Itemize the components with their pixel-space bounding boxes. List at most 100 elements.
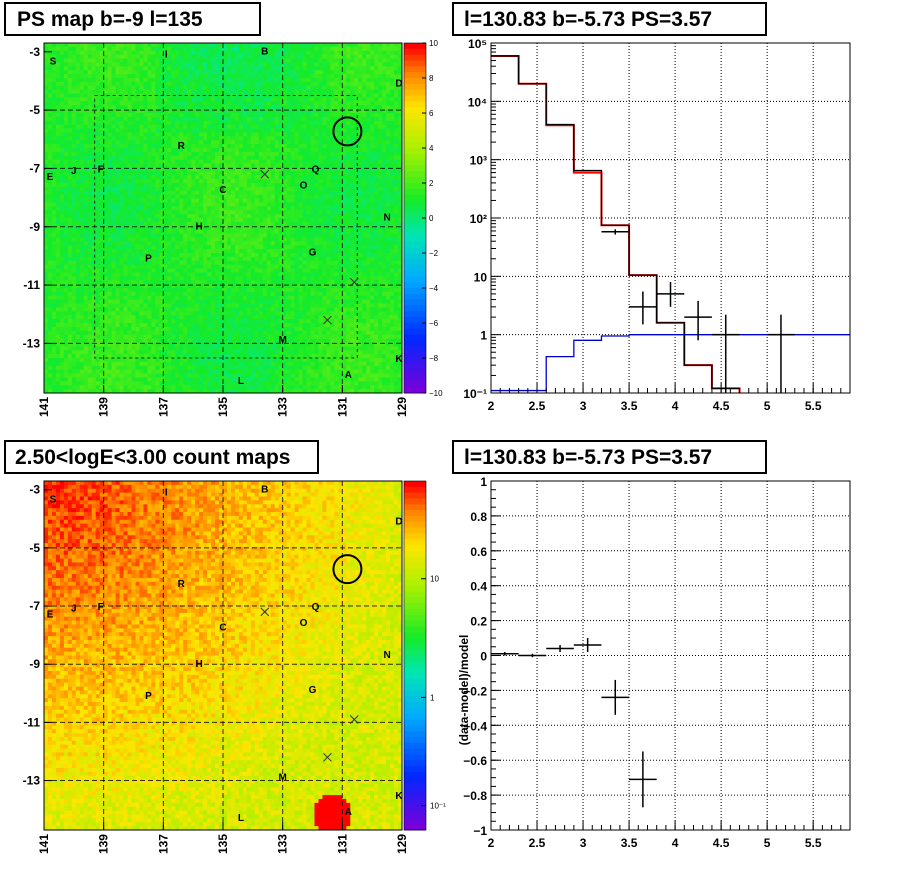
source-label: O xyxy=(300,181,308,192)
y-tick-label: -3 xyxy=(29,483,40,497)
colorbar-swatch xyxy=(404,346,426,353)
colorbar-swatch xyxy=(404,293,426,301)
colorbar-swatch xyxy=(404,60,426,67)
y-tick-label: −0.8 xyxy=(463,789,487,803)
y-tick-label: 10² xyxy=(470,212,487,226)
source-label: P xyxy=(145,691,152,702)
x-tick-label: 139 xyxy=(97,834,111,854)
x-tick-label: 5.5 xyxy=(805,836,822,850)
source-label: N xyxy=(383,650,390,661)
spectrum-plot: 2 2.5 3 3.5 4 4.5 5 5.5 10⁵ 10⁴ 10³ 10² 10 1 10⁻¹ xyxy=(463,37,851,413)
y-tick-label: -13 xyxy=(23,774,41,788)
colorbar-swatch xyxy=(404,200,426,207)
colorbar-swatch xyxy=(404,177,426,184)
colorbar-swatch xyxy=(404,760,426,767)
cross-marker xyxy=(323,315,332,325)
colorbar-label: 8 xyxy=(429,74,434,83)
map-pixels xyxy=(44,481,403,831)
residual-title: l=130.83 b=-5.73 PS=3.57 xyxy=(464,446,712,469)
colorbar-swatch xyxy=(404,352,426,359)
x-tick-label: 2 xyxy=(488,399,495,413)
x-tick-label: 131 xyxy=(335,397,349,417)
colorbar-swatch xyxy=(404,218,426,225)
source-label: F xyxy=(98,602,104,613)
colorbar-swatch xyxy=(404,550,426,558)
colorbar-swatch xyxy=(404,766,426,773)
y-tick-label: 0 xyxy=(480,650,487,664)
count-map-title: 2.50<logE<3.00 count maps xyxy=(15,446,290,469)
colorbar-swatch xyxy=(404,183,426,190)
colorbar-swatch xyxy=(404,270,426,277)
x-tick-label: 2.5 xyxy=(529,836,546,850)
source-label: A xyxy=(345,370,352,381)
colorbar-swatch xyxy=(404,736,426,744)
source-label: K xyxy=(395,354,403,365)
colorbar-swatch xyxy=(404,800,426,808)
colorbar-label: 10 xyxy=(430,575,439,584)
colorbar-swatch xyxy=(404,620,426,627)
colorbar-swatch xyxy=(404,771,426,779)
colorbar-swatch xyxy=(404,754,426,761)
y-tick-label: 1 xyxy=(480,329,487,343)
cross-marker xyxy=(323,752,332,762)
residual-ylabel: (data-model)/model xyxy=(457,635,471,746)
source-label: J xyxy=(71,604,77,615)
colorbar-swatch xyxy=(404,725,426,732)
colorbar-swatch xyxy=(404,795,426,802)
colorbar-swatch xyxy=(404,369,426,376)
colorbar-swatch xyxy=(404,719,426,726)
colorbar-swatch xyxy=(404,113,426,120)
x-tick-label: 4 xyxy=(672,399,679,413)
colorbar-swatch xyxy=(404,323,426,330)
colorbar-label: 10 xyxy=(429,39,438,48)
ps-map-title: PS map b=-9 l=135 xyxy=(17,8,203,31)
colorbar-swatch xyxy=(404,264,426,271)
spectrum-title: l=130.83 b=-5.73 PS=3.57 xyxy=(464,8,712,31)
source-label: L xyxy=(238,813,244,824)
y-tick-label: -11 xyxy=(23,715,40,729)
source-label: R xyxy=(178,579,186,590)
colorbar-swatch xyxy=(404,597,426,604)
colorbar-swatch xyxy=(404,136,426,143)
source-label: A xyxy=(345,807,352,818)
source-label: F xyxy=(98,165,104,176)
colorbar-swatch xyxy=(404,258,426,266)
colorbar-swatch xyxy=(404,48,426,56)
colorbar-swatch xyxy=(404,521,426,529)
colorbar-swatch xyxy=(404,696,426,703)
colorbar-swatch xyxy=(404,381,426,388)
colorbar-swatch xyxy=(404,492,426,499)
source-label: M xyxy=(278,335,286,346)
colorbar-label: −6 xyxy=(429,319,439,328)
colorbar-swatch xyxy=(404,66,426,73)
source-label: H xyxy=(196,659,203,670)
colorbar-swatch xyxy=(404,375,426,382)
colorbar-swatch xyxy=(404,533,426,540)
colorbar-swatch xyxy=(404,223,426,231)
y-tick-label: 0.2 xyxy=(470,615,487,629)
colorbar-swatch xyxy=(404,690,426,697)
spectrum-title-box: l=130.83 b=-5.73 PS=3.57 xyxy=(452,2,767,36)
colorbar-swatch xyxy=(404,510,426,517)
residual-plot: (data-model)/model 2 2.5 3 3.5 4 4.5 5 5.5 1 0.8 0… xyxy=(457,475,851,850)
colorbar-swatch xyxy=(404,124,426,131)
x-tick-label: 129 xyxy=(395,397,409,417)
colorbar-swatch xyxy=(404,229,426,236)
x-tick-label: 2 xyxy=(488,836,495,850)
colorbar-swatch xyxy=(404,328,426,336)
x-tick-label: 135 xyxy=(216,397,230,417)
selected-position-circle xyxy=(332,554,363,585)
source-label: Q xyxy=(312,165,320,176)
colorbar-swatch xyxy=(404,54,426,61)
source-label: S xyxy=(50,57,57,68)
colorbar-swatch xyxy=(404,288,426,295)
source-label: I xyxy=(165,49,168,60)
y-tick-label: -7 xyxy=(29,599,40,613)
selected-position-circle xyxy=(332,116,363,147)
x-tick-label: 141 xyxy=(37,834,51,854)
colorbar-label: −8 xyxy=(429,354,439,363)
colorbar-swatch xyxy=(404,276,426,283)
colorbar-swatch xyxy=(404,72,426,79)
x-tick-label: 3 xyxy=(580,836,587,850)
colorbar-swatch xyxy=(404,101,426,108)
